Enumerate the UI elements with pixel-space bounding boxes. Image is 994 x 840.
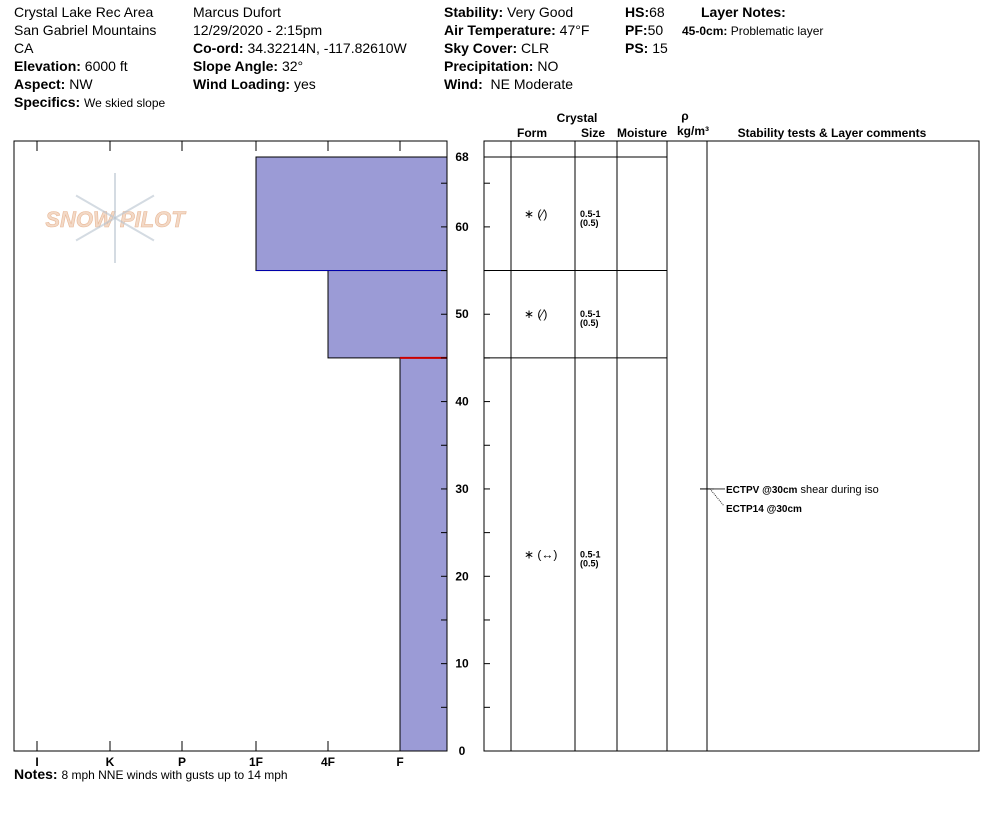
ps-value: 15 [652,40,668,56]
specifics-value: We skied slope [84,96,166,110]
sky-value: CLR [521,40,550,56]
pf-value: 50 [647,22,664,38]
datetime: 12/29/2020 - 2:15pm [193,22,323,38]
elevation: Elevation: 6000 ft [14,57,128,75]
stability-label: Stability: [444,4,504,20]
crystal-size-avg: (0.5) [580,218,599,228]
range: San Gabriel Mountains [14,22,157,38]
crystal-size-avg: (0.5) [580,318,599,328]
state: CA [14,40,34,56]
precip-label: Precipitation: [444,58,534,74]
test-result: ECTP14 @30cm [726,504,802,515]
stability-value: Very Good [507,4,574,20]
layer-note: 45-0cm: Problematic layer [682,22,823,40]
specifics-label: Specifics: [14,94,81,110]
crystal-size: 0.5-1 [580,309,601,319]
hs: HS:68 [625,3,665,21]
notes-value: 8 mph NNE winds with gusts up to 14 mph [61,768,288,782]
test-result: ECTPV @30cm shear during iso [726,484,879,496]
x-tick-label: 4F [321,755,335,769]
y-tick-label: 10 [455,657,469,671]
air-temp-label: Air Temperature: [444,22,556,38]
y-tick-label: 50 [455,307,469,321]
slope-label: Slope Angle: [193,58,279,74]
layer-note-range: 45-0cm: [682,24,728,38]
header-crystal: Crystal [557,111,598,125]
crystal-size: 0.5-1 [580,209,601,219]
header-size: Size [581,126,605,140]
wind-loading-value: yes [293,76,316,92]
test-arrow [709,488,725,507]
wind-label: Wind: [444,76,483,92]
wind: Wind: NE Moderate [444,75,573,93]
test-comment: shear during iso [797,484,878,496]
sky-label: Sky Cover: [444,40,518,56]
x-tick-label: P [178,755,186,769]
header-moisture: Moisture [617,126,667,140]
wind-loading-label: Wind Loading: [193,76,291,92]
y-tick-label: 0 [459,744,466,758]
pf: PF:50 [625,21,663,39]
crystal-size-avg: (0.5) [580,558,599,568]
ps-label: PS: [625,40,649,56]
snowflake-icon [114,194,155,219]
x-tick-label: F [396,755,403,769]
slope-value: 32° [281,58,304,74]
hardness-bar [399,357,448,752]
ps: PS: 15 [625,39,668,57]
crystal-size: 0.5-1 [580,549,601,559]
crystal-form: ∗ (⁄) [524,207,547,221]
x-tick-label: K [106,755,115,769]
elevation-value: 6000 ft [84,58,128,74]
aspect-value: NW [69,76,93,92]
test-label: ECTPV @30cm [726,485,798,496]
wind-value: NE Moderate [490,76,574,92]
coord-label: Co-ord: [193,40,244,56]
hs-label: HS: [625,4,650,20]
slope: Slope Angle: 32° [193,57,303,75]
coord: Co-ord: 34.32214N, -117.82610W [193,39,407,57]
coord-value: 34.32214N, -117.82610W [247,40,407,56]
hs-value: 68 [649,4,665,20]
layer-table [483,140,980,752]
y-tick-label: 30 [455,482,469,496]
pf-label: PF: [625,22,648,38]
chart-frame [13,140,448,752]
snowflake-icon [114,217,155,242]
crystal-form: ∗ (⁄) [524,307,547,321]
air-temp: Air Temperature: 47°F [444,21,589,39]
aspect: Aspect: NW [14,75,93,93]
precip-value: NO [537,58,559,74]
snowflake-icon [75,194,116,219]
header-density: kg/m³ [677,124,709,138]
observer: Marcus Dufort [193,4,281,20]
precip: Precipitation: NO [444,57,558,75]
elevation-label: Elevation: [14,58,81,74]
air-temp-value: 47°F [559,22,590,38]
y-tick-label: 60 [455,220,469,234]
notes-label: Notes: [14,766,58,782]
location: Crystal Lake Rec Area [14,4,154,20]
stability: Stability: Very Good [444,3,573,21]
wind-loading: Wind Loading: yes [193,75,316,93]
specifics: Specifics: We skied slope [14,93,165,112]
header-rho: ρ [681,109,688,123]
y-tick-label: 20 [455,569,469,583]
sky: Sky Cover: CLR [444,39,549,57]
layer-notes-label: Layer Notes: [701,4,786,20]
notes: Notes: 8 mph NNE winds with gusts up to … [14,765,288,784]
y-tick-label: 68 [455,150,469,164]
header-comments: Stability tests & Layer comments [738,126,927,140]
snowflake-icon [75,217,116,242]
y-tick-label: 40 [455,395,469,409]
hardness-bar [255,156,448,272]
crystal-form: ∗ (↔) [524,547,557,561]
header-form: Form [517,126,547,140]
aspect-label: Aspect: [14,76,66,92]
layer-note-text: Problematic layer [730,24,824,38]
x-tick-label: I [35,755,38,769]
hardness-bar [327,270,448,359]
x-tick-label: 1F [249,755,263,769]
